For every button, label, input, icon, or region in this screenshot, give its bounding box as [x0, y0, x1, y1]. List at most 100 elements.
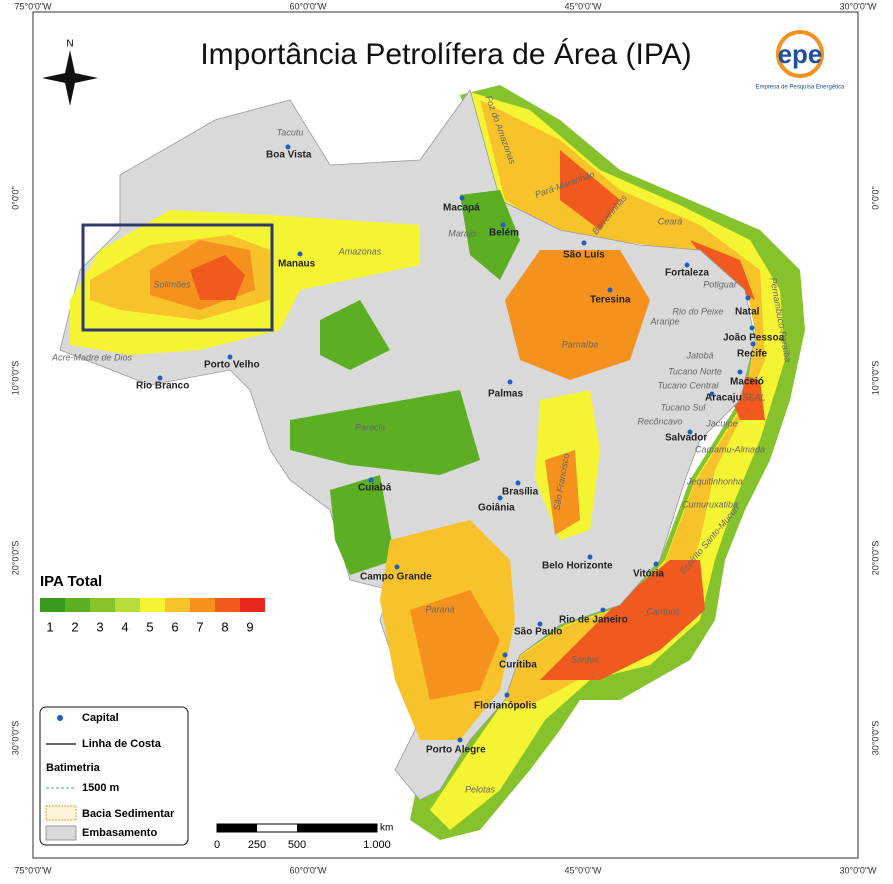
city-label: Campo Grande: [360, 572, 432, 583]
logo: epe Empresa de Pesquisa Energética: [755, 30, 845, 91]
basin-label: SEAL: [742, 392, 765, 402]
city-label: Porto Velho: [204, 360, 260, 371]
capital-dot: [537, 621, 543, 627]
capital-dot: [581, 240, 587, 246]
city-label: Florianópolis: [474, 701, 537, 712]
scale-label: 1.000: [363, 839, 391, 851]
legend-class-label: 9: [246, 619, 253, 634]
legend-class-label: 8: [221, 619, 228, 634]
city-label: Manaus: [278, 259, 316, 270]
legend-item: Linha de Costa: [82, 738, 162, 750]
scale-label: 500: [288, 839, 306, 851]
legend-item: Capital: [82, 712, 119, 724]
city-label: São Luís: [563, 250, 605, 261]
city-label: Palmas: [488, 389, 523, 400]
capital-dot: [507, 379, 513, 385]
city-label: Curitiba: [499, 660, 537, 671]
legend-swatch: [240, 598, 265, 612]
legend-item: 1500 m: [82, 782, 120, 794]
coord-label: 45°0'0"W: [564, 1, 602, 11]
basin-label: Ceará: [658, 216, 683, 226]
basin-label: Santos: [571, 654, 600, 664]
city-label: Porto Alegre: [426, 745, 486, 756]
legend-class-label: 4: [121, 619, 128, 634]
city-label: Salvador: [665, 433, 707, 444]
city-label: Boa Vista: [266, 150, 312, 161]
scale-unit: km: [380, 823, 393, 834]
capital-dot: [745, 295, 751, 301]
capital-dot: [368, 477, 374, 483]
coord-label: 30°0'0"S: [870, 721, 880, 756]
capital-dot: [607, 287, 613, 293]
legend-swatch: [90, 598, 115, 612]
capital-dot: [600, 607, 606, 613]
city-label: Rio de Janeiro: [559, 615, 628, 626]
legend-box: [39, 706, 189, 846]
legend-class-label: 6: [171, 619, 178, 634]
highlight-box: [81, 223, 274, 332]
legend-swatch: [215, 598, 240, 612]
city-label: Belo Horizonte: [542, 561, 613, 572]
capital-dot: [500, 222, 506, 228]
legend-class-label: 3: [96, 619, 103, 634]
basin-label: Tacutu: [277, 127, 304, 137]
north-label: N: [66, 39, 73, 50]
capital-dot: [515, 480, 521, 486]
basin-label: Araripe: [649, 316, 679, 326]
basin-label: Paraná: [425, 604, 454, 614]
city-label: Brasília: [502, 487, 539, 498]
legend-item: Embasamento: [82, 827, 157, 839]
coord-label: 75°0'0"W: [14, 1, 52, 11]
coord-label: 45°0'0"W: [564, 865, 602, 875]
logo-ring: [776, 30, 824, 78]
legend-class-label: 2: [71, 619, 78, 634]
capital-dot: [497, 495, 503, 501]
basin-label: Jacuípe: [705, 418, 738, 428]
city-label: João Pessoa: [723, 333, 785, 344]
capital-dot: [750, 341, 756, 347]
city-label: Aracaju: [705, 393, 742, 404]
legend-class-label: 7: [196, 619, 203, 634]
city-label: Maceió: [730, 377, 764, 388]
city-label: Natal: [735, 307, 760, 318]
basin-label: Amazonas: [338, 246, 382, 256]
capital-dot: [653, 561, 659, 567]
capital-dot: [457, 737, 463, 743]
map-title: Importância Petrolífera de Área (IPA): [200, 38, 691, 71]
coord-label: 20°0'0"S: [10, 541, 20, 576]
city-label: Rio Branco: [136, 381, 189, 392]
basin-label: Solimões: [153, 279, 191, 289]
capital-dot: [394, 564, 400, 570]
scale-label: 250: [248, 839, 266, 851]
basin-label: Tucano Central: [658, 380, 720, 390]
city-label: Teresina: [590, 295, 631, 306]
basin-label: Camamu-Almada: [695, 444, 765, 454]
coord-label: 30°0'0"W: [839, 1, 877, 11]
city-label: São Paulo: [514, 627, 562, 638]
legend: IPA Total Capital Linha de Costa Batimet…: [39, 573, 265, 846]
coord-label: 0°0'0": [10, 186, 20, 210]
capital-dot: [157, 375, 163, 381]
basin-label: Acre-Madre de Dios: [51, 352, 133, 362]
city-label: Goiânia: [478, 503, 515, 514]
coord-label: 60°0'0"W: [289, 1, 327, 11]
onshore-zones: [70, 190, 650, 740]
capital-dot: [687, 429, 693, 435]
scale-bar: km: [216, 823, 393, 834]
logo-name: epe: [778, 39, 823, 69]
capital-dot: [709, 391, 715, 397]
capital-dot: [504, 692, 510, 698]
capital-dot: [502, 652, 508, 658]
capital-dot: [737, 369, 743, 375]
basin-symbol: [45, 805, 77, 821]
coord-label: 30°0'0"W: [839, 865, 877, 875]
basin-label: Recôncavo: [637, 416, 682, 426]
basin-label: Parecis: [355, 422, 386, 432]
legend-swatch: [165, 598, 190, 612]
north-arrow: N: [42, 39, 98, 106]
legend-swatch: [140, 598, 165, 612]
basement-symbol: [45, 825, 77, 841]
legend-swatch: [40, 598, 65, 612]
city-label: Cuiabá: [358, 483, 392, 494]
basin-label: Tucano Norte: [668, 366, 722, 376]
